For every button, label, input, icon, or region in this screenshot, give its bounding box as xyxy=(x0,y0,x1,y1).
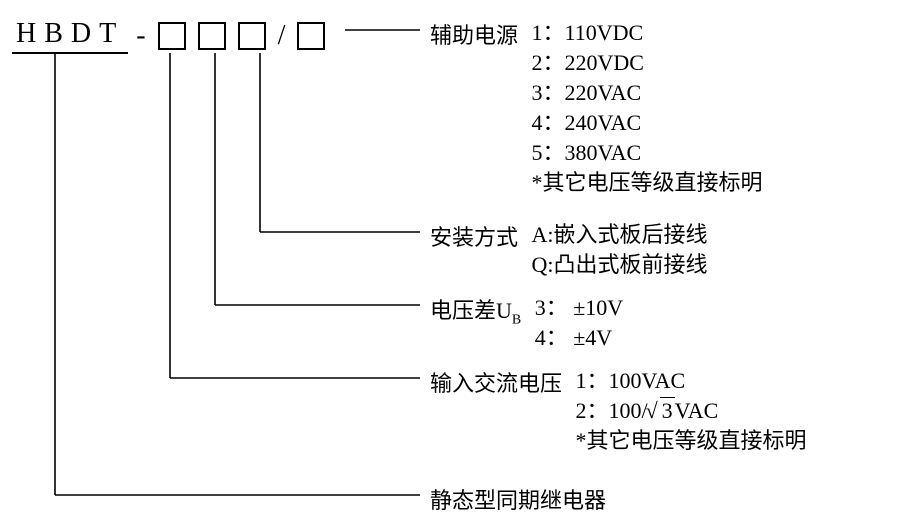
code-box-1 xyxy=(158,22,186,50)
aux-power-options: 1：110VDC 2：220VDC 3：220VAC 4：240VAC 5：38… xyxy=(532,18,763,198)
code-prefix: HBDT xyxy=(12,18,128,54)
vin-options: 1：100VAC 2：100/3VAC *其它电压等级直接标明 xyxy=(576,366,807,456)
aux-opt-note: *其它电压等级直接标明 xyxy=(532,168,763,198)
mount-opt-a: A:嵌入式板后接线 xyxy=(532,220,708,250)
sqrt-value: 3 xyxy=(660,397,675,423)
vin-opt-2-post: VAC xyxy=(675,398,719,423)
aux-opt-4: 4：240VAC xyxy=(532,108,763,138)
code-dash: - xyxy=(136,20,145,52)
udiff-opt-4: 4： ±4V xyxy=(535,323,623,353)
vin-opt-note: *其它电压等级直接标明 xyxy=(576,426,807,456)
udiff-group: 电压差UB 3： ±10V 4： ±4V xyxy=(430,293,623,353)
code-box-3 xyxy=(238,22,266,50)
mount-options: A:嵌入式板后接线 Q:凸出式板前接线 xyxy=(532,220,708,280)
aux-opt-5: 5：380VAC xyxy=(532,138,763,168)
code-box-2 xyxy=(198,22,226,50)
mount-group: 安装方式 A:嵌入式板后接线 Q:凸出式板前接线 xyxy=(430,220,708,280)
vin-opt-1: 1：100VAC xyxy=(576,366,807,396)
udiff-label-sub: B xyxy=(512,312,521,327)
vin-group: 输入交流电压 1：100VAC 2：100/3VAC *其它电压等级直接标明 xyxy=(430,366,807,456)
udiff-label-pre: 电压差U xyxy=(430,298,512,323)
mount-opt-q: Q:凸出式板前接线 xyxy=(532,250,708,280)
code-box-4 xyxy=(297,22,325,50)
aux-power-group: 辅助电源 1：110VDC 2：220VDC 3：220VAC 4：240VAC… xyxy=(430,18,763,198)
aux-opt-2: 2：220VDC xyxy=(532,48,763,78)
code-slash: / xyxy=(278,20,286,52)
sqrt-symbol: 3 xyxy=(648,396,675,426)
aux-power-label: 辅助电源 xyxy=(430,18,518,50)
aux-opt-1: 1：110VDC xyxy=(532,18,763,48)
udiff-options: 3： ±10V 4： ±4V xyxy=(535,293,623,353)
vin-label: 输入交流电压 xyxy=(430,366,562,398)
udiff-opt-3: 3： ±10V xyxy=(535,293,623,323)
model-code-row: HBDT - / xyxy=(10,18,331,54)
mount-label: 安装方式 xyxy=(430,220,518,252)
vin-opt-2: 2：100/3VAC xyxy=(576,396,807,426)
udiff-label: 电压差UB xyxy=(430,293,521,328)
vin-opt-2-pre: 2：100/ xyxy=(576,398,648,423)
product-name: 静态型同期继电器 xyxy=(430,483,606,515)
aux-opt-3: 3：220VAC xyxy=(532,78,763,108)
